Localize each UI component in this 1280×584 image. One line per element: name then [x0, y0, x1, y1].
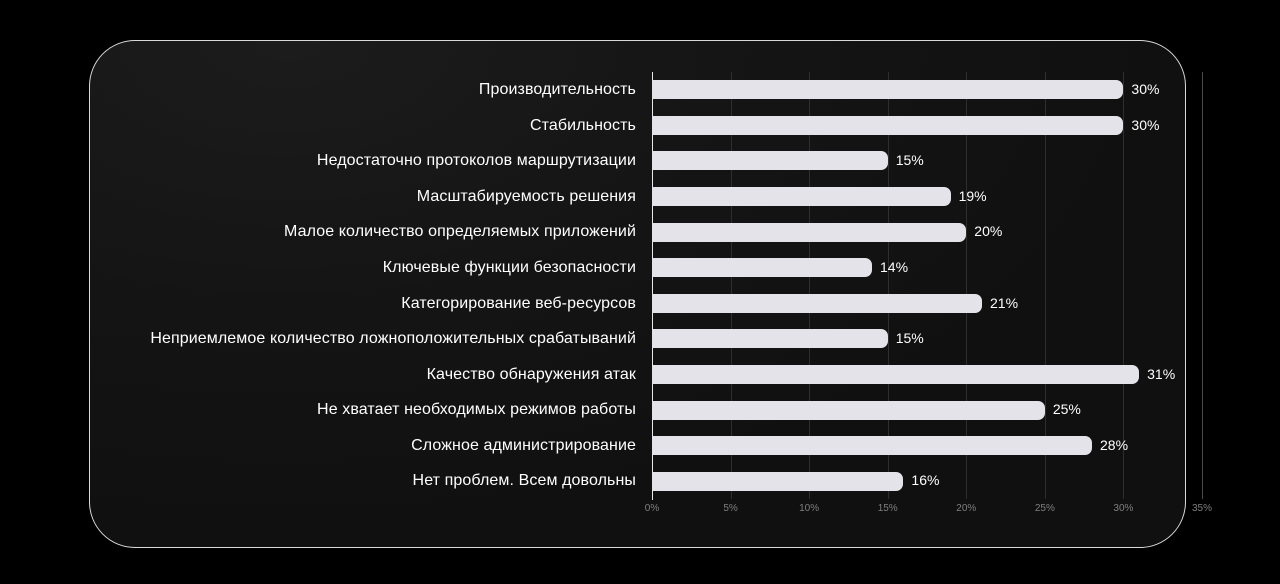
x-tick-label: 20%: [956, 503, 977, 514]
gridline-25%: [1044, 72, 1046, 499]
category-label: Неприемлемое количество ложноположительн…: [150, 330, 636, 348]
x-tick-label: 30%: [1113, 503, 1134, 514]
category-label: Категорирование веб-ресурсов: [401, 294, 636, 312]
bar: [652, 471, 904, 491]
x-tick-label: 5%: [723, 503, 738, 514]
bar: [652, 364, 1140, 384]
gridline-10%: [809, 72, 811, 499]
x-tick-label: 35%: [1191, 503, 1212, 514]
gridline-30%: [1123, 72, 1125, 499]
x-tick-label: 15%: [877, 503, 898, 514]
gridline-5%: [730, 72, 732, 499]
value-label: 28%: [1100, 436, 1129, 453]
value-label: 31%: [1147, 365, 1176, 382]
bar: [652, 222, 967, 242]
gridline-15%: [887, 72, 889, 499]
category-label: Не хватает необходимых режимов работы: [317, 401, 636, 419]
x-tick-label: 10%: [799, 503, 820, 514]
gridline-35%: [1202, 72, 1203, 499]
category-label: Недостаточно протоколов маршрутизации: [316, 152, 636, 170]
category-label: Нет проблем. Всем довольны: [412, 472, 636, 490]
value-label: 30%: [1131, 81, 1160, 97]
value-label: 30%: [1131, 116, 1160, 133]
bar: [652, 151, 888, 171]
value-label: 15%: [895, 152, 924, 169]
category-label: Сложное администрирование: [411, 436, 636, 454]
bar: [652, 80, 1124, 100]
bar: [652, 115, 1124, 135]
bar: [652, 258, 872, 278]
category-label: Производительность: [478, 81, 636, 98]
bar: [652, 187, 951, 207]
y-axis-line: [652, 72, 653, 500]
bar: [652, 293, 982, 313]
value-label: 20%: [974, 223, 1003, 240]
bar: [652, 400, 1045, 420]
category-label: Малое количество определяемых приложений: [284, 223, 636, 241]
value-label: 19%: [958, 187, 987, 204]
value-label: 21%: [990, 294, 1019, 311]
category-label: Масштабируемость решения: [416, 187, 636, 205]
category-label: Стабильность: [530, 116, 636, 134]
value-label: 15%: [895, 330, 924, 347]
value-label: 16%: [911, 472, 940, 489]
x-tick-label: 0%: [644, 503, 660, 514]
bar: [652, 436, 1092, 456]
x-tick-label: 25%: [1034, 503, 1055, 514]
value-label: 14%: [880, 258, 909, 275]
bar: [652, 329, 888, 349]
category-label: Качество обнаружения атак: [426, 365, 636, 383]
gridline-20%: [966, 72, 968, 499]
value-label: 25%: [1052, 401, 1081, 418]
category-label: Ключевые функции безопасности: [382, 258, 636, 276]
